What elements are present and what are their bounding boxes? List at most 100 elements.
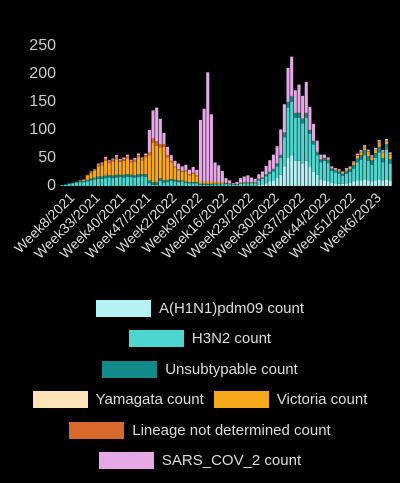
bar-segment [89,180,93,186]
bar-segment [206,181,210,184]
bar-segment [166,157,170,180]
bar-segment [370,156,374,158]
legend-item: A(H1N1)pdm09 count [95,299,304,317]
bar-segment [187,174,192,176]
bar-segment [166,182,170,186]
bar-segment [286,102,290,108]
bar-segment [319,179,323,186]
bar-segment [209,184,213,186]
bar-segment [147,130,151,153]
bar-segment [100,178,104,186]
bar-segment [315,140,319,152]
bar-segment [129,162,133,175]
bar-segment [290,56,294,96]
legend-item: Victoria count [213,391,367,409]
bar-segment [301,163,305,186]
bar-segment [96,163,100,165]
bar-segment [133,175,137,178]
bar-segment [122,177,126,186]
bar-segment [93,169,97,171]
bar-segment [344,173,348,184]
bar-segment [107,160,111,162]
bar-segment [217,182,221,184]
bar-segment [118,174,122,178]
bar-segment [363,179,367,186]
bar-segment [140,160,144,175]
bar-segment [125,174,130,178]
bar-segment [370,157,374,161]
bar-segment [330,168,334,169]
bar-segment [162,146,166,181]
bar-segment [93,169,97,170]
bar-segment [297,160,301,186]
bar-segment [275,163,279,167]
bar-segment [85,174,89,176]
legend-row: SARS_COV_2 count [0,446,400,477]
bar-segment [326,181,330,186]
bar-segment [352,163,356,166]
y-tick-label: 50 [38,149,56,166]
bar-segment [326,159,330,161]
bar-segment [352,161,356,163]
bar-segment [348,169,352,172]
bar-segment [144,177,148,186]
bar-segment [184,182,188,186]
bar-segment [337,169,341,171]
bar-segment [173,167,177,180]
bar-segment [268,181,272,186]
bar-segment [96,166,100,177]
bar-segment [133,161,137,176]
bar-segment [78,180,82,183]
bar-segment [301,118,305,119]
legend-swatch [32,391,88,409]
bar-segment [264,165,268,175]
bar-segment [180,172,184,181]
bar-segment [224,183,228,186]
bar-segment [93,170,97,178]
bar-segment [107,175,111,178]
bar-segment [187,175,192,183]
bar-segment [217,183,221,185]
bar-segment [187,183,192,186]
bar-segment [118,161,122,175]
bar-segment [133,177,137,186]
bar-segment [304,112,308,114]
bar-segment [239,183,243,186]
bar-segment [180,170,184,172]
bar-segment [122,160,126,175]
bar-segment [388,163,392,181]
bar-segment [322,154,327,158]
bar-segment [162,180,166,183]
bar-segment [166,155,170,158]
bar-segment [151,110,155,139]
bar-segment [293,112,297,114]
bar-segment [330,166,334,169]
bar-segment [107,163,111,176]
bar-segment [93,177,97,180]
bar-segment [162,144,166,147]
bar-segment [377,179,381,186]
bar-segment [184,171,188,182]
bar-segment [337,173,341,184]
bar-segment [136,174,140,178]
bar-segment [260,171,265,178]
bar-segment [173,166,177,168]
legend-row: H3N2 count [0,324,400,355]
bar-segment [333,183,337,186]
bar-segment [220,183,224,185]
bar-segment [312,172,316,186]
bar-segment [319,159,323,163]
bar-segment [370,164,374,182]
bar-segment [264,176,268,184]
bar-segment [355,153,359,156]
bar-segment [136,153,140,156]
bar-segment [93,179,97,186]
bar-segment [231,183,235,185]
bar-segment [268,171,272,172]
bar-segment [63,184,68,186]
bar-segment [333,172,337,184]
bar-segment [184,164,188,171]
bar-segment [374,180,378,186]
legend-row: A(H1N1)pdm09 count [0,293,400,324]
